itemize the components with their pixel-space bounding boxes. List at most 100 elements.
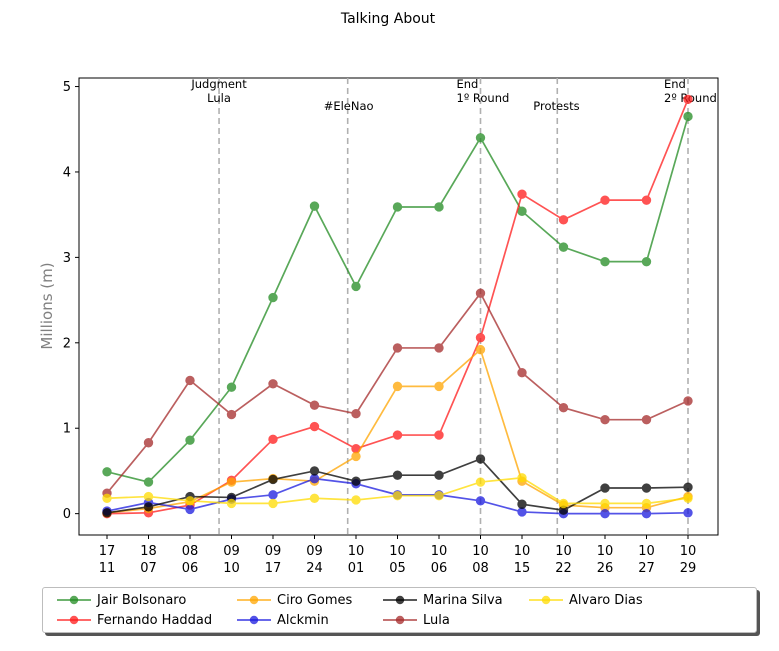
y-tick-label: 3 <box>63 251 71 266</box>
data-point-lula <box>434 343 444 353</box>
data-point-jair-bolsonaro <box>517 206 527 216</box>
y-tick-label: 0 <box>63 507 71 522</box>
data-point-lula <box>517 368 527 378</box>
plot-area <box>78 77 719 536</box>
legend-swatch <box>383 595 417 605</box>
data-point-alvaro-dias <box>392 491 403 501</box>
data-point-fernando-haddad <box>268 434 278 445</box>
data-point-jair-bolsonaro <box>143 477 154 487</box>
data-point-ciro-gomes <box>475 344 486 355</box>
data-point-jair-bolsonaro <box>683 111 693 122</box>
x-tick-label: 10 01 <box>348 544 365 576</box>
legend-label: Alvaro Dias <box>569 592 643 608</box>
data-point-alvaro-dias <box>268 498 278 509</box>
data-point-alvaro-dias <box>475 477 486 487</box>
data-point-marina-silva <box>268 474 278 485</box>
data-point-jair-bolsonaro <box>392 202 403 212</box>
data-point-marina-silva <box>517 499 527 509</box>
data-point-lula <box>268 379 278 389</box>
event-marker-label: Protests <box>533 99 579 113</box>
series-marina-silva <box>102 454 693 518</box>
legend-swatch <box>57 595 91 605</box>
data-point-alckmin <box>185 504 195 515</box>
legend-item: Fernando Haddad <box>57 611 212 629</box>
data-point-ciro-gomes <box>226 477 237 487</box>
data-point-marina-silva <box>143 502 154 512</box>
y-axis-label: Millions (m) <box>38 262 56 349</box>
data-point-jair-bolsonaro <box>641 256 652 267</box>
legend-item: Lula <box>383 611 450 629</box>
data-point-jair-bolsonaro <box>558 242 569 252</box>
data-point-ciro-gomes <box>434 381 444 392</box>
data-point-fernando-haddad <box>600 195 610 205</box>
legend-swatch <box>237 595 271 605</box>
data-point-alckmin <box>475 496 486 506</box>
legend: Jair Bolsonaro Fernando Haddad Ciro Gomes A… <box>42 587 757 633</box>
data-point-marina-silva <box>102 508 112 518</box>
data-point-alvaro-dias <box>185 496 195 506</box>
data-point-fernando-haddad <box>558 215 569 225</box>
data-point-jair-bolsonaro <box>185 435 195 445</box>
legend-swatch <box>237 615 271 625</box>
data-point-lula <box>641 414 652 425</box>
series-jair-bolsonaro <box>102 111 693 487</box>
x-axis-ticks: 17 11 18 07 08 06 09 10 09 17 09 24 10 01 10 05 10 06 10 08… <box>99 535 697 576</box>
data-point-lula <box>475 288 486 298</box>
data-point-alvaro-dias <box>351 495 361 505</box>
data-point-marina-silva <box>351 476 361 486</box>
x-tick-label: 10 06 <box>431 544 448 576</box>
y-tick-label: 2 <box>63 336 71 351</box>
data-point-jair-bolsonaro <box>226 382 237 392</box>
data-point-jair-bolsonaro <box>434 202 444 212</box>
data-point-jair-bolsonaro <box>475 133 486 143</box>
x-tick-label: 18 07 <box>140 544 157 576</box>
data-point-alvaro-dias <box>434 491 444 501</box>
data-point-alvaro-dias <box>309 493 320 503</box>
x-tick-label: 09 17 <box>265 544 282 576</box>
legend-label: Fernando Haddad <box>97 612 213 628</box>
data-point-ciro-gomes <box>351 451 361 462</box>
data-point-alvaro-dias <box>558 498 569 509</box>
legend-item: Alvaro Dias <box>529 591 643 609</box>
x-tick-label: 10 22 <box>555 544 572 576</box>
data-point-marina-silva <box>683 482 693 492</box>
legend-swatch <box>529 595 563 605</box>
data-point-alckmin <box>641 508 652 519</box>
legend-swatch <box>57 615 91 625</box>
data-point-marina-silva <box>600 483 610 493</box>
data-point-alvaro-dias <box>683 493 693 503</box>
data-point-marina-silva <box>392 470 403 480</box>
data-point-alckmin <box>309 473 320 484</box>
x-tick-label: 10 26 <box>597 544 614 576</box>
legend-label: Jair Bolsonaro <box>97 592 187 608</box>
data-point-fernando-haddad <box>309 421 320 432</box>
series-line-jair-bolsonaro <box>106 116 689 483</box>
legend-label: Marina Silva <box>423 592 503 608</box>
legend-label: Lula <box>423 612 450 628</box>
data-point-marina-silva <box>641 483 652 493</box>
x-tick-label: 10 15 <box>514 544 531 576</box>
y-tick-label: 1 <box>63 422 71 437</box>
data-point-marina-silva <box>434 470 444 480</box>
event-marker-label: #EleNao <box>324 99 374 113</box>
data-point-alvaro-dias <box>600 498 610 509</box>
x-tick-label: 10 29 <box>680 544 697 576</box>
data-point-alvaro-dias <box>143 491 154 502</box>
data-point-jair-bolsonaro <box>600 256 610 267</box>
data-point-alvaro-dias <box>226 498 237 509</box>
data-point-lula <box>226 409 237 420</box>
x-tick-label: 09 10 <box>223 544 240 576</box>
data-point-jair-bolsonaro <box>309 201 320 211</box>
y-tick-label: 4 <box>63 165 71 180</box>
data-point-alckmin <box>600 508 610 519</box>
data-point-alckmin <box>268 490 278 500</box>
legend-label: Ciro Gomes <box>277 592 353 608</box>
series-line-lula <box>106 291 689 494</box>
x-tick-label: 10 27 <box>638 544 655 576</box>
x-tick-label: 09 24 <box>306 544 323 576</box>
data-point-marina-silva <box>309 466 320 476</box>
data-point-marina-silva <box>475 454 486 464</box>
event-marker-label: End 1º Round <box>457 77 510 105</box>
data-point-alckmin <box>517 507 527 517</box>
x-tick-label: 08 06 <box>182 544 199 576</box>
